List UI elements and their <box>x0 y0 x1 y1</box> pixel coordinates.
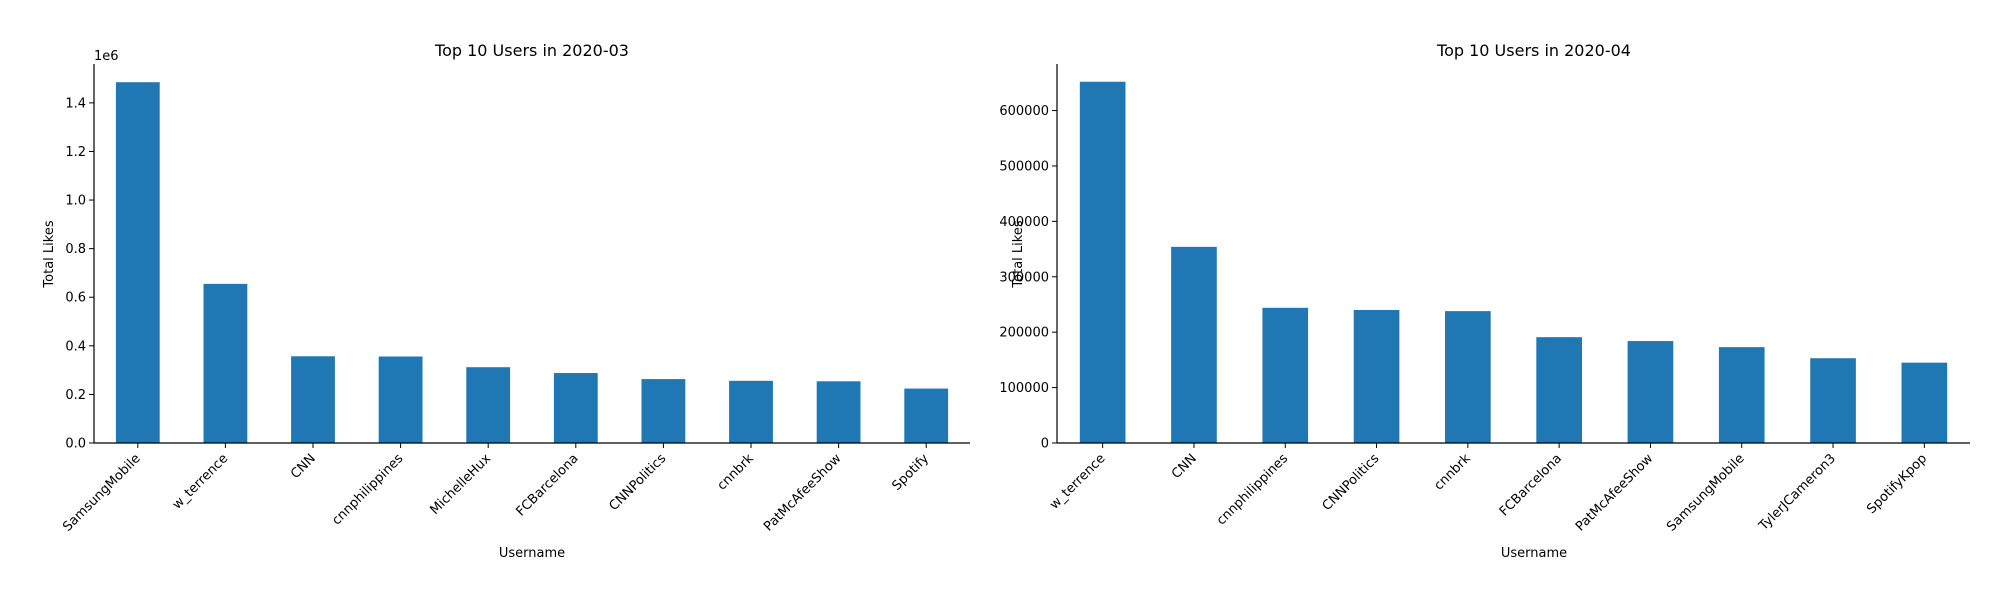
chart-2020-03: Top 10 Users in 2020-03 1e6 Total Likes … <box>42 41 970 561</box>
x-tick-label: SamsungMobile <box>1664 451 1747 534</box>
bar <box>1536 337 1582 443</box>
x-tick-label: SamsungMobile <box>60 451 143 534</box>
y-axis-label: Total Likes <box>42 220 57 288</box>
x-tick-label: TylerJCameron3 <box>1756 451 1839 534</box>
x-axis-label: Username <box>499 546 565 561</box>
x-tick-label: CNNPolitics <box>1320 451 1383 514</box>
bar <box>1810 358 1856 443</box>
x-tick-label: w_terrence <box>170 451 231 512</box>
x-tick-label: cnnphilippines <box>1214 451 1291 528</box>
y-axis-offset-label: 1e6 <box>94 49 119 64</box>
y-tick-label: 100000 <box>999 381 1049 396</box>
x-tick-label: FCBarcelona <box>1497 451 1565 519</box>
y-tick-label: 0.0 <box>65 437 86 452</box>
x-tick-label: FCBarcelona <box>513 451 581 519</box>
bar <box>641 379 686 443</box>
bar <box>816 381 861 443</box>
y-tick-label: 1.0 <box>65 194 86 209</box>
x-tick-label: w_terrence <box>1047 451 1108 512</box>
y-tick-label: 600000 <box>999 104 1049 119</box>
y-tick-label: 0 <box>1041 437 1049 452</box>
bar <box>904 388 949 443</box>
bar <box>1171 246 1217 443</box>
bar <box>553 373 598 443</box>
x-axis-label: Username <box>1501 546 1567 561</box>
bar <box>378 356 423 443</box>
x-tick-label: cnnphilippines <box>329 451 406 528</box>
bar <box>291 356 335 443</box>
bar <box>729 380 773 443</box>
bar <box>1262 307 1309 443</box>
x-tick-label: SpotifyKpop <box>1864 451 1930 517</box>
bar <box>115 82 160 443</box>
bar <box>466 367 511 443</box>
x-tick-label: Spotify <box>889 451 932 494</box>
y-tick-label: 0.4 <box>65 339 86 354</box>
x-tick-label: MichelleHux <box>427 451 494 518</box>
x-tick-label: CNNPolitics <box>606 451 669 514</box>
x-tick-label: PatMcAfeeShow <box>761 451 845 535</box>
y-tick-label: 1.4 <box>65 96 86 111</box>
bar <box>1445 311 1491 443</box>
bar <box>1718 347 1765 443</box>
bar <box>203 283 248 443</box>
x-tick-label: CNN <box>1169 451 1200 482</box>
y-tick-label: 300000 <box>999 270 1049 285</box>
x-tick-label: cnnbrk <box>1431 451 1474 494</box>
chart-title: Top 10 Users in 2020-04 <box>1436 41 1631 60</box>
y-tick-label: 200000 <box>999 326 1049 341</box>
y-tick-label: 400000 <box>999 215 1049 230</box>
chart-2020-04: Top 10 Users in 2020-04 Total Likes User… <box>999 41 1970 561</box>
bar <box>1353 310 1400 443</box>
x-tick-label: cnnbrk <box>715 451 758 494</box>
y-tick-label: 0.6 <box>65 291 86 306</box>
x-tick-label: CNN <box>288 451 319 482</box>
y-axis-label: Total Likes <box>1011 220 1026 288</box>
x-tick-label: PatMcAfeeShow <box>1573 451 1657 535</box>
y-tick-label: 0.2 <box>65 388 86 403</box>
y-tick-label: 1.2 <box>65 145 86 160</box>
bar <box>1079 81 1126 443</box>
chart-title: Top 10 Users in 2020-03 <box>434 41 629 60</box>
y-tick-label: 0.8 <box>65 242 86 257</box>
bar <box>1901 362 1948 443</box>
y-tick-label: 500000 <box>999 159 1049 174</box>
bar <box>1627 341 1674 443</box>
